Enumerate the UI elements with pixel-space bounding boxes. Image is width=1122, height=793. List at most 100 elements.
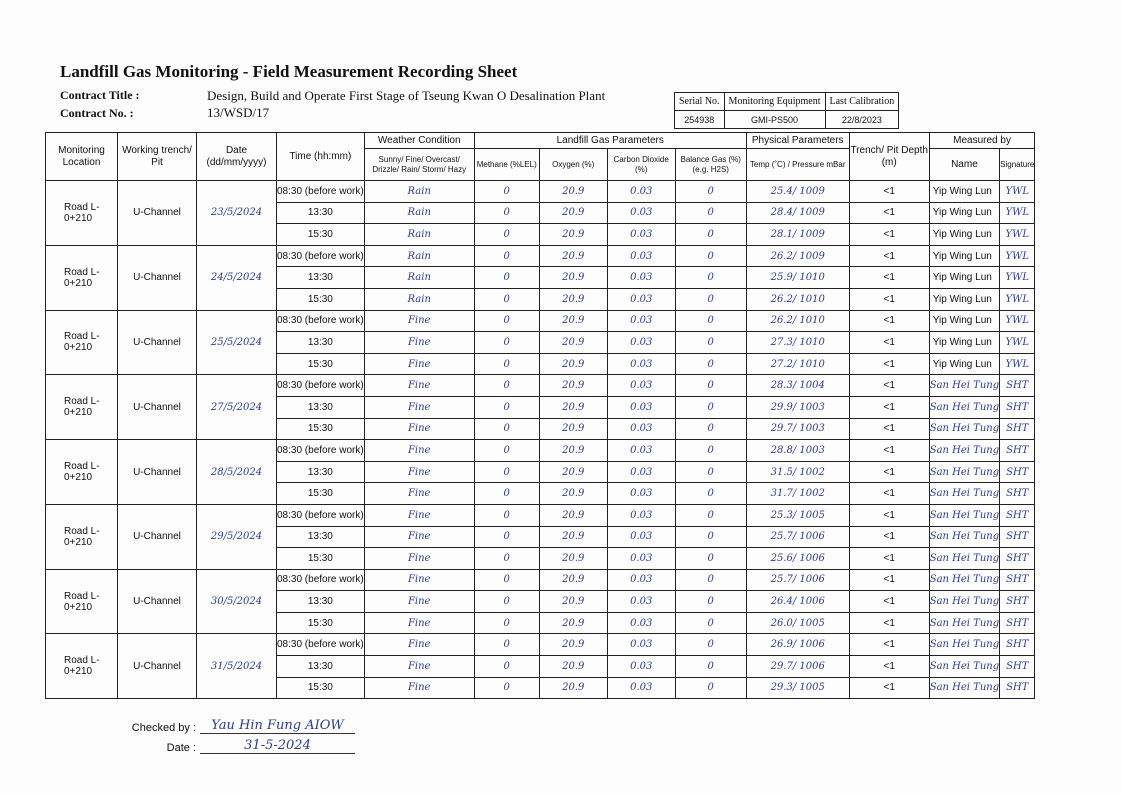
header-name: Name — [928, 148, 1001, 181]
weather-cell: Fine — [363, 590, 475, 613]
balance-cell: 0 — [674, 287, 747, 311]
name-cell: Yip Wing Lun — [928, 352, 1001, 376]
time-cell: 15:30 — [276, 676, 365, 700]
weather-cell: Rain — [363, 266, 475, 289]
co2-cell: 0.03 — [606, 525, 676, 549]
temp-pressure-cell: 27.2/ 1010 — [745, 352, 850, 376]
signature-cell: SHT — [999, 460, 1036, 484]
time-cell: 13:30 — [276, 266, 365, 289]
serial-no: 254938 — [674, 110, 725, 129]
name-cell: San Hei Tung — [928, 417, 1001, 441]
co2-cell: 0.03 — [606, 417, 676, 441]
weather-cell: Fine — [363, 439, 475, 462]
time-cell: 13:30 — [276, 525, 365, 549]
page-title: Landfill Gas Monitoring - Field Measurem… — [60, 62, 518, 81]
header-depth: Trench/ Pit Depth (m) — [848, 132, 930, 181]
weather-cell: Fine — [363, 525, 475, 549]
date-cell: 25/5/2024 — [196, 309, 277, 376]
name-cell: San Hei Tung — [928, 374, 1001, 397]
contract-no: 13/WSD/17 — [207, 105, 270, 120]
methane-cell: 0 — [473, 352, 540, 376]
balance-cell: 0 — [674, 266, 747, 289]
oxygen-cell: 20.9 — [538, 611, 608, 635]
time-cell: 13:30 — [276, 201, 365, 225]
weather-cell: Rain — [363, 223, 475, 246]
balance-cell: 0 — [674, 417, 747, 441]
depth-cell: <1 — [848, 633, 930, 657]
temp-pressure-cell: 29.9/ 1003 — [745, 395, 850, 419]
table-row: 15:30 Fine 0 20.9 0.03 0 26.0/ 1005 <1 San Hei T… — [46, 611, 1036, 635]
depth-cell: <1 — [848, 374, 930, 397]
co2-cell: 0.03 — [606, 374, 676, 397]
depth-cell: <1 — [848, 266, 930, 289]
weather-cell: Fine — [363, 633, 475, 657]
oxygen-cell: 20.9 — [538, 676, 608, 700]
temp-pressure-cell: 28.4/ 1009 — [745, 201, 850, 225]
co2-cell: 0.03 — [606, 482, 676, 505]
oxygen-cell: 20.9 — [538, 439, 608, 462]
header-trench: Working trench/ Pit — [117, 132, 197, 181]
balance-cell: 0 — [674, 201, 747, 225]
co2-cell: 0.03 — [606, 676, 676, 700]
name-cell: San Hei Tung — [928, 611, 1001, 635]
table-row: Road L-0+210 U-Channel 30/5/2024 08:30 (bef… — [45, 568, 1036, 635]
depth-cell: <1 — [848, 676, 930, 700]
methane-cell: 0 — [473, 633, 540, 657]
temp-pressure-cell: 31.5/ 1002 — [745, 460, 850, 484]
temp-pressure-cell: 25.6/ 1006 — [745, 547, 850, 570]
co2-cell: 0.03 — [606, 180, 676, 203]
signature-cell: SHT — [999, 482, 1036, 505]
trench-cell: U-Channel — [117, 244, 197, 311]
co2-cell: 0.03 — [606, 568, 676, 592]
header-signature: Signature — [999, 148, 1036, 181]
signature-cell: YWL — [999, 201, 1036, 225]
table-row: 13:30 Rain 0 20.9 0.03 0 25.9/ 1010 <1 Yip Wing … — [46, 266, 1036, 289]
signature-cell: SHT — [999, 633, 1036, 657]
header-weather-group: Weather Condition — [363, 132, 475, 149]
time-cell: 08:30 (before work) — [276, 309, 365, 333]
signature-cell: SHT — [999, 374, 1036, 397]
methane-cell: 0 — [473, 611, 540, 635]
temp-pressure-cell: 31.7/ 1002 — [745, 482, 850, 505]
header-oxygen: Oxygen (%) — [538, 148, 608, 181]
methane-cell: 0 — [473, 525, 540, 549]
methane-cell: 0 — [473, 590, 540, 613]
contract-title: Design, Build and Operate First Stage of… — [207, 88, 606, 103]
depth-cell: <1 — [848, 223, 930, 246]
name-cell: San Hei Tung — [928, 590, 1001, 613]
name-cell: San Hei Tung — [928, 676, 1001, 700]
time-cell: 08:30 (before work) — [276, 244, 365, 268]
temp-pressure-cell: 29.7/ 1006 — [745, 655, 850, 678]
trench-cell: U-Channel — [117, 180, 197, 246]
signature-cell: SHT — [999, 676, 1036, 700]
signature-cell: SHT — [999, 417, 1036, 441]
time-cell: 15:30 — [276, 482, 365, 505]
time-cell: 13:30 — [276, 590, 365, 613]
temp-pressure-cell: 25.7/ 1006 — [745, 525, 850, 549]
weather-cell: Rain — [363, 180, 475, 203]
depth-cell: <1 — [848, 503, 930, 527]
methane-cell: 0 — [473, 439, 540, 462]
balance-cell: 0 — [674, 374, 747, 397]
balance-cell: 0 — [674, 590, 747, 613]
signature-cell: YWL — [999, 352, 1036, 376]
weather-cell: Fine — [363, 568, 475, 592]
signature-cell: SHT — [999, 439, 1036, 462]
signature-cell: YWL — [999, 287, 1036, 311]
time-cell: 08:30 (before work) — [276, 180, 365, 203]
time-cell: 15:30 — [276, 223, 365, 246]
header-measured-group: Measured by — [928, 132, 1036, 149]
calibration-header: Last Calibration — [824, 92, 900, 111]
header-balance: Balance Gas (%) (e.g. H2S) — [674, 148, 747, 181]
signature-cell: SHT — [999, 525, 1036, 549]
balance-cell: 0 — [674, 547, 747, 570]
header-temp: Temp (˚C) / Pressure mBar — [745, 148, 850, 181]
methane-cell: 0 — [473, 655, 540, 678]
name-cell: San Hei Tung — [928, 655, 1001, 678]
name-cell: Yip Wing Lun — [928, 331, 1001, 354]
methane-cell: 0 — [473, 331, 540, 354]
signature-cell: YWL — [999, 309, 1036, 333]
time-cell: 13:30 — [276, 395, 365, 419]
co2-cell: 0.03 — [606, 201, 676, 225]
table-row: 15:30 Rain 0 20.9 0.03 0 28.1/ 1009 <1 Yip Wing … — [46, 223, 1036, 246]
